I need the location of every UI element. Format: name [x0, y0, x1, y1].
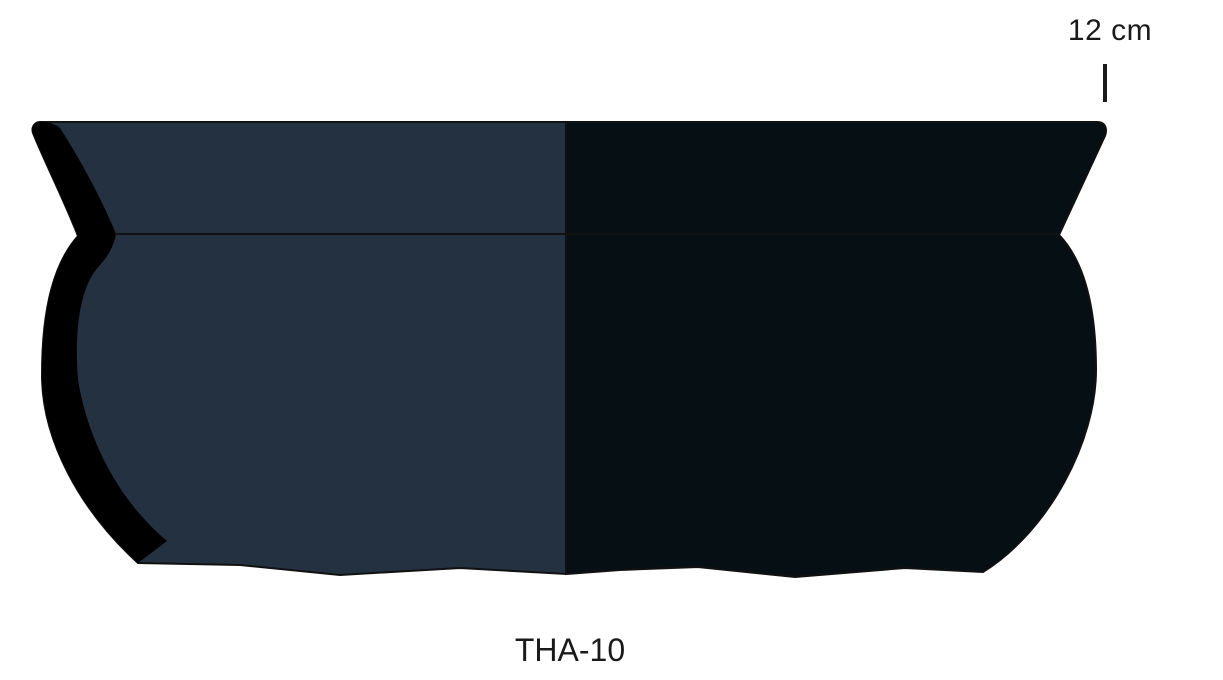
vessel-wall-section	[32, 122, 168, 563]
vessel-interior-half	[565, 121, 1107, 579]
scale-bar	[1103, 64, 1107, 102]
vessel-id-label: THA-10	[514, 632, 626, 668]
scale-label: 12 cm	[1067, 14, 1153, 47]
